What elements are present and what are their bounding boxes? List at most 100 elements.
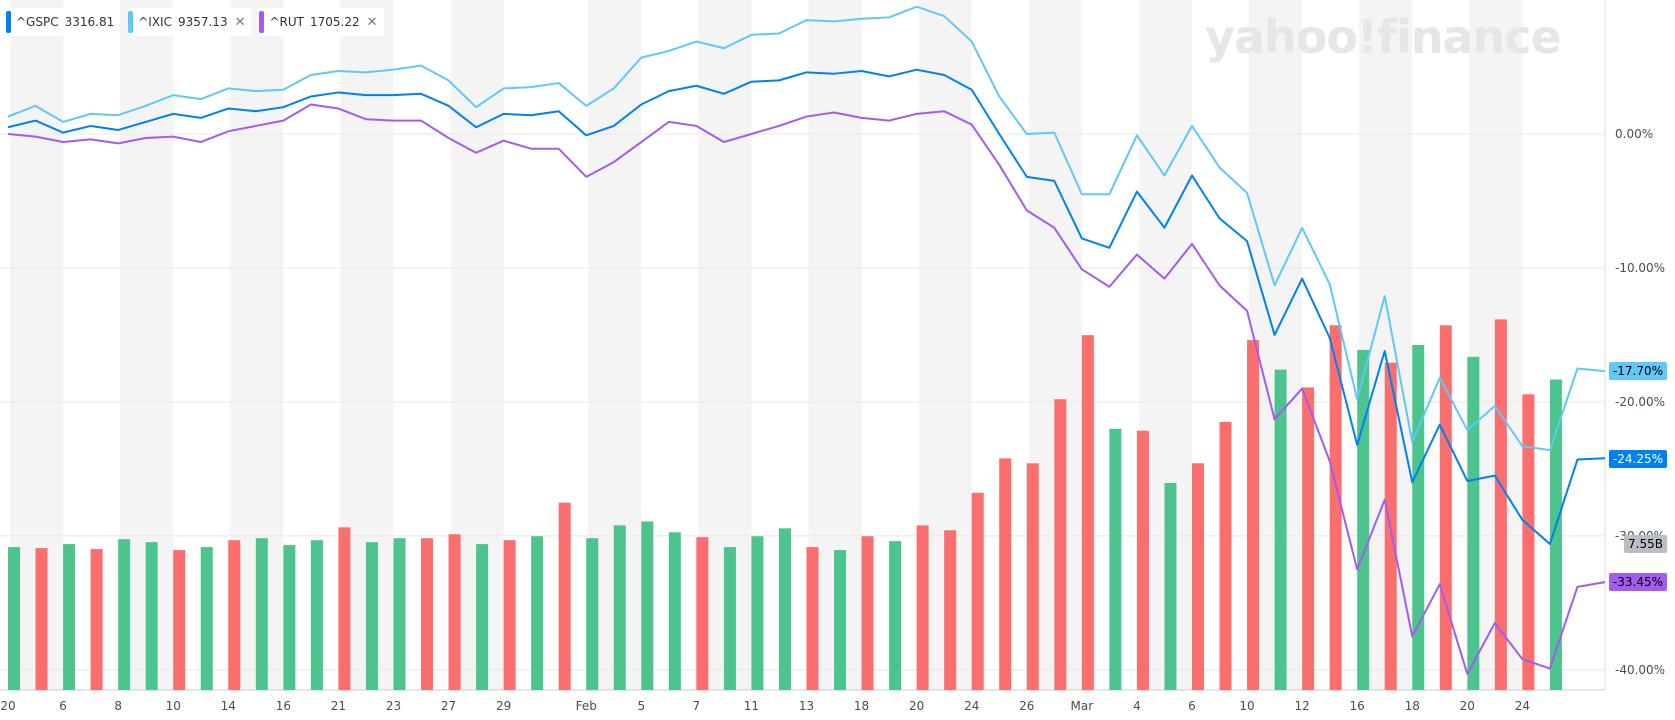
y-tick-label: 0.00% (1615, 127, 1653, 141)
volume-bar (971, 492, 984, 690)
x-tick-label: 16 (1350, 699, 1365, 713)
volume-bar (696, 537, 709, 690)
volume-bar (1412, 345, 1425, 690)
volume-bar (63, 544, 76, 690)
volume-bar (751, 536, 764, 690)
volume-bar (778, 528, 791, 690)
x-tick-label: 20 (1460, 699, 1475, 713)
volume-bar (668, 532, 681, 690)
volume-bar (1191, 463, 1204, 690)
volume-bar (1439, 325, 1452, 690)
x-tick-label: 6 (59, 699, 67, 713)
series-line-rut (7, 103, 1606, 675)
close-icon[interactable]: ✕ (366, 14, 378, 30)
volume-bar (421, 538, 434, 690)
x-tick-label: Mar (1071, 699, 1094, 713)
volume-bar (1136, 430, 1149, 690)
series-line-gspc (7, 68, 1606, 545)
volume-bar (90, 549, 103, 690)
y-tick-label: -10.00% (1615, 261, 1665, 275)
volume-bar (723, 547, 736, 690)
volume-bar (1219, 421, 1232, 690)
volume-bar (393, 538, 406, 690)
x-tick-label: 24 (1515, 699, 1530, 713)
legend-value: 1705.22 (310, 15, 360, 29)
volume-bar (173, 550, 186, 690)
volume-bar (1164, 483, 1177, 690)
volume-bar (1302, 387, 1315, 690)
x-tick-label: 11 (744, 699, 759, 713)
volume-bar (200, 547, 213, 690)
legend-rut[interactable]: ^RUT 1705.22 ✕ (259, 8, 384, 36)
yahoo-finance-logo: yahoo!finance (1205, 10, 1562, 64)
x-tick-label: 24 (964, 699, 979, 713)
x-tick-label: 10 (166, 699, 181, 713)
volume-bar (145, 542, 158, 690)
x-tick-label: 5 (637, 699, 645, 713)
close-icon[interactable]: ✕ (234, 14, 246, 30)
y-tick-label: -20.00% (1615, 395, 1665, 409)
legend-symbol: ^GSPC (16, 15, 59, 29)
volume-bar (1467, 356, 1480, 690)
volume-bar (283, 545, 296, 690)
volume-bar (1522, 394, 1535, 690)
volume-bar (531, 536, 544, 690)
y-axis: 0.00%-10.00%-20.00%-30.00%-40.00% (1615, 127, 1665, 677)
legend-ixic[interactable]: ^IXIC 9357.13 ✕ (128, 8, 252, 36)
volume-bar (118, 539, 131, 690)
legend-gspc[interactable]: ^GSPC 3316.81 (6, 8, 121, 36)
volume-bar (1247, 340, 1260, 690)
gspc-color-swatch (6, 11, 11, 33)
volume-bars (8, 319, 1562, 690)
x-tick-label: 21 (331, 699, 346, 713)
series-line-ixic (7, 5, 1606, 452)
ixic-value-label: -17.70% (1608, 362, 1667, 381)
volume-value-label: 7.55B (1624, 534, 1667, 553)
x-tick-label: 20 (0, 699, 15, 713)
rut-value-label: -33.45% (1608, 573, 1667, 592)
x-tick-label: 20 (909, 699, 924, 713)
x-tick-label: 18 (1405, 699, 1420, 713)
x-tick-label: 12 (1294, 699, 1309, 713)
y-tick-label: -40.00% (1615, 663, 1665, 677)
volume-bar (586, 538, 599, 690)
x-tick-label: Feb (576, 699, 597, 713)
volume-bar (228, 540, 241, 690)
volume-bar (1274, 369, 1287, 690)
x-tick-label: 26 (1019, 699, 1034, 713)
x-tick-label: 27 (441, 699, 456, 713)
volume-bar (1549, 379, 1562, 690)
volume-bar (35, 548, 48, 690)
legend-value: 9357.13 (177, 15, 228, 29)
volume-bar (503, 540, 516, 690)
volume-bar (255, 538, 268, 690)
volume-bar (641, 521, 654, 690)
x-tick-label: 14 (221, 699, 236, 713)
volume-bar (834, 550, 847, 690)
x-tick-label: 4 (1133, 699, 1141, 713)
volume-bar (613, 525, 626, 690)
volume-bar (365, 542, 378, 690)
volume-bar (1109, 428, 1122, 690)
legend-value: 3316.81 (64, 15, 115, 29)
series-lines (7, 5, 1606, 675)
volume-bar (310, 540, 323, 690)
legend: ^GSPC 3316.81 ^IXIC 9357.13 ✕ ^RUT 1705.… (6, 8, 384, 36)
x-tick-label: 7 (693, 699, 701, 713)
volume-bar (806, 547, 819, 690)
volume-bar (1494, 319, 1507, 690)
x-tick-label: 29 (496, 699, 511, 713)
x-tick-label: 18 (854, 699, 869, 713)
gspc-value-label: -24.25% (1608, 449, 1667, 468)
volume-bar (1054, 399, 1067, 690)
volume-bar (558, 502, 571, 690)
rut-color-swatch (259, 11, 265, 33)
x-tick-label: 23 (386, 699, 401, 713)
volume-bar (999, 458, 1012, 690)
volume-bar (8, 547, 20, 690)
volume-bar (1081, 335, 1094, 690)
x-tick-label: 10 (1239, 699, 1254, 713)
x-tick-label: 13 (799, 699, 814, 713)
x-tick-label: 8 (114, 699, 122, 713)
